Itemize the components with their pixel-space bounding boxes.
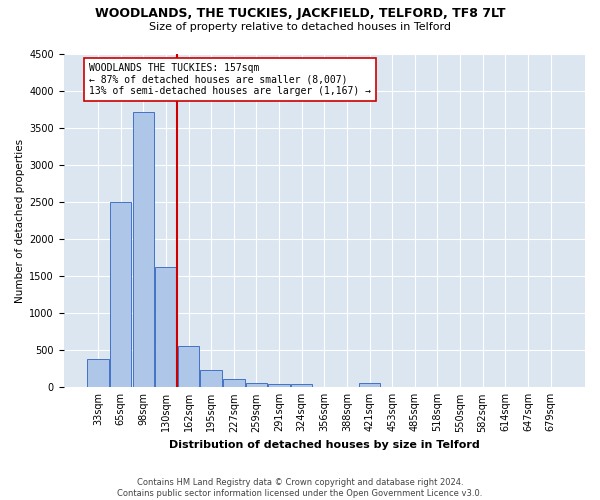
Bar bbox=[268, 384, 290, 388]
Y-axis label: Number of detached properties: Number of detached properties bbox=[15, 138, 25, 302]
Bar bbox=[359, 383, 380, 388]
Bar bbox=[88, 359, 109, 388]
Bar bbox=[110, 202, 131, 388]
Bar bbox=[291, 384, 313, 388]
Text: WOODLANDS, THE TUCKIES, JACKFIELD, TELFORD, TF8 7LT: WOODLANDS, THE TUCKIES, JACKFIELD, TELFO… bbox=[95, 8, 505, 20]
Bar bbox=[133, 112, 154, 388]
Bar bbox=[223, 379, 245, 388]
Text: Size of property relative to detached houses in Telford: Size of property relative to detached ho… bbox=[149, 22, 451, 32]
Text: Contains HM Land Registry data © Crown copyright and database right 2024.
Contai: Contains HM Land Registry data © Crown c… bbox=[118, 478, 482, 498]
Bar bbox=[178, 346, 199, 388]
Text: WOODLANDS THE TUCKIES: 157sqm
← 87% of detached houses are smaller (8,007)
13% o: WOODLANDS THE TUCKIES: 157sqm ← 87% of d… bbox=[89, 63, 371, 96]
Bar bbox=[246, 383, 267, 388]
Bar bbox=[155, 266, 177, 388]
X-axis label: Distribution of detached houses by size in Telford: Distribution of detached houses by size … bbox=[169, 440, 479, 450]
Bar bbox=[200, 370, 222, 388]
